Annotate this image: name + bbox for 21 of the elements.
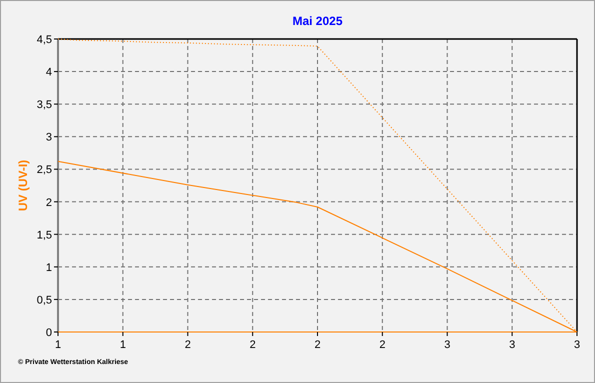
y-tick-label: 3,5 [36,99,52,112]
x-tick-label: 2 [184,339,191,351]
x-tick-label: 2 [250,339,256,351]
y-tick-label: 3 [46,132,52,144]
chart-title: Mai 2025 [292,14,343,28]
x-tick-label: 3 [509,339,516,351]
x-tick-label: 1 [120,339,126,351]
y-tick-label: 0,5 [36,294,52,306]
y-tick-label: 4 [46,66,52,79]
y-axis-title: UV (UV-I) [16,160,30,212]
y-tick-label: 0 [46,327,52,339]
y-tick-label: 1 [46,262,52,274]
x-tick-label: 3 [574,339,580,351]
y-tick-label: 2,5 [36,164,52,176]
x-tick-label: 3 [444,339,450,351]
x-tick-label: 1 [54,339,62,351]
x-tick-label: 2 [379,339,386,351]
y-tick-label: 2 [46,196,52,209]
y-tick-label: 4,5 [36,34,52,46]
y-tick-label: 1,5 [36,229,52,242]
x-tick-label: 2 [314,339,321,351]
